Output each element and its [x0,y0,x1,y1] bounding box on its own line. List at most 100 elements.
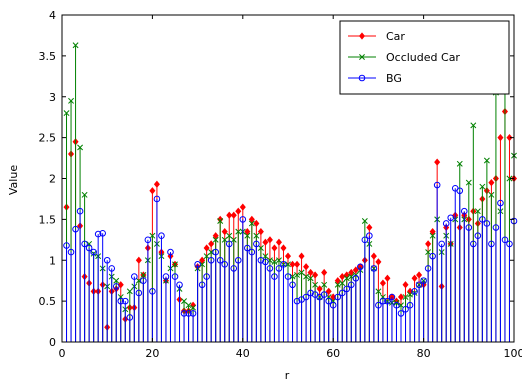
data-point-marker [312,271,319,279]
tick-labels: 0 20 40 60 80 100 0 0.5 1 1.5 2 2.5 3 3.5 4 [39,9,522,360]
data-point-marker [212,248,219,256]
data-point-marker [456,187,464,195]
data-point-marker [474,232,482,240]
x-axis-label: r [285,369,290,382]
data-point-marker [492,224,500,231]
data-point-marker [253,240,260,248]
data-point-marker [149,232,156,239]
data-point-marker [307,268,314,277]
x-tick-label: 20 [145,347,159,360]
data-point-marker [424,265,432,272]
data-point-marker [144,236,152,244]
data-point-marker [361,236,369,244]
data-point-marker [289,260,296,268]
x-tick-label: 40 [236,347,250,360]
data-point-marker [366,223,373,232]
data-point-marker [140,272,147,278]
data-point-marker [203,244,210,252]
data-point-marker [307,275,314,282]
legend-label: Occluded Car [386,51,460,64]
data-point-marker [162,273,170,280]
data-point-marker [103,256,111,264]
legend-marker [358,32,366,40]
data-point-marker [506,240,513,248]
data-point-marker [488,240,495,248]
data-point-marker [433,181,441,189]
data-point-marker [420,277,427,284]
data-point-marker [434,158,441,166]
data-point-marker [117,297,125,305]
data-point-marker [339,280,346,287]
data-point-marker [221,261,229,268]
data-point-marker [338,289,346,297]
legend-entry: Occluded Car [348,51,460,64]
data-point-marker [85,244,93,252]
y-tick-label: 4 [49,9,56,22]
data-point-marker [68,97,74,104]
data-point-marker [442,220,450,227]
data-point-marker [429,228,436,236]
data-point-marker [244,232,251,239]
data-point-marker [234,256,242,264]
data-point-marker [257,256,265,264]
data-point-marker [271,258,278,265]
data-point-marker [208,240,215,248]
data-point-marker [171,273,179,280]
legend-marker [359,54,365,60]
data-point-marker [465,179,472,186]
data-point-marker [479,183,486,190]
data-point-marker [506,175,513,182]
data-point-marker [361,218,368,224]
data-point-marker [384,274,391,282]
data-point-marker [72,42,79,49]
data-point-marker [63,110,70,117]
data-point-marker [334,281,341,288]
data-point-marker [456,160,463,167]
data-point-marker [203,273,210,280]
data-point-marker [225,240,233,248]
data-point-marker [339,272,346,281]
data-point-marker [112,283,120,290]
data-point-marker [153,180,160,188]
data-point-marker [375,301,382,309]
data-point-marker [370,265,378,272]
data-point-marker [348,268,355,277]
data-point-marker [176,281,183,289]
data-point-marker [411,288,418,295]
data-point-marker [81,240,88,248]
data-point-marker [248,215,255,223]
legend-label: BG [386,72,402,85]
data-point-marker [190,304,197,311]
y-tick-label: 2 [49,173,56,186]
data-point-marker [239,216,247,223]
legend-entry: BG [348,72,402,85]
data-point-marker [248,220,255,227]
y-tick-label: 1.5 [39,213,57,226]
data-point-marker [429,252,436,260]
data-point-marker [497,199,504,207]
data-point-marker [235,228,242,235]
data-point-marker [366,232,373,240]
y-tick-label: 2.5 [39,132,57,145]
data-point-marker [235,207,242,215]
data-point-marker [438,240,445,248]
data-point-marker [402,281,409,289]
data-point-marker [294,272,300,278]
data-point-marker [113,277,120,284]
data-point-marker [77,144,84,151]
data-point-marker [280,244,287,252]
data-point-marker [316,285,323,293]
data-point-marker [172,261,178,268]
x-tick-label: 80 [417,347,431,360]
data-point-marker [239,203,246,211]
data-point-marker [94,230,102,238]
data-point-marker [298,252,305,260]
data-point-marker [262,238,269,246]
data-point-marker [271,244,278,252]
data-point-marker [194,261,201,268]
data-point-marker [230,211,237,219]
data-point-marker [266,265,274,272]
data-point-marker [185,310,192,317]
data-point-marker [397,293,405,301]
data-point-marker [379,297,387,305]
